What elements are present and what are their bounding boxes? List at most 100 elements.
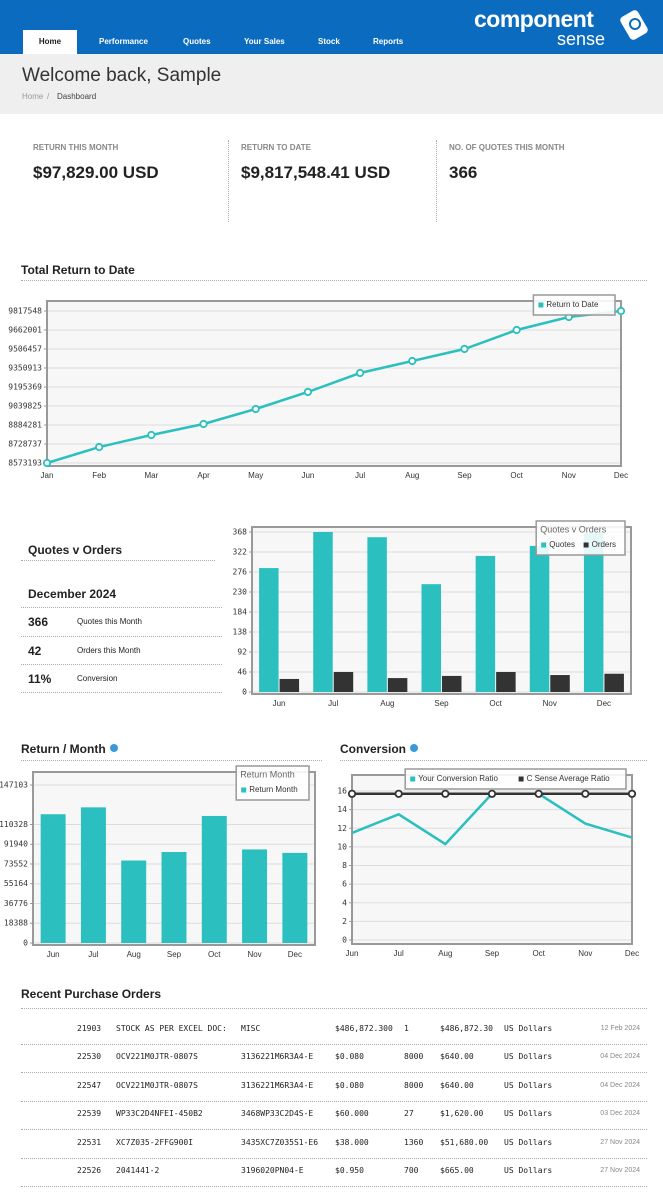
- x-tick-label: Sep: [457, 471, 472, 480]
- table-cell: 1360: [404, 1137, 424, 1147]
- x-tick-label: Aug: [380, 699, 394, 708]
- x-tick-label: Oct: [510, 471, 523, 480]
- plot-area: [252, 527, 631, 694]
- y-tick-label: 8728737: [8, 440, 42, 449]
- info-icon[interactable]: [410, 744, 419, 752]
- table-cell: US Dollars: [504, 1080, 553, 1090]
- point: [303, 387, 313, 397]
- table-cell: $640.00: [440, 1080, 474, 1090]
- bar: [475, 555, 496, 692]
- point: [512, 325, 521, 335]
- nav-item[interactable]: Your Sales: [244, 37, 285, 46]
- x-tick-label: May: [248, 471, 263, 480]
- nav-item[interactable]: Home: [23, 30, 77, 54]
- nav-item[interactable]: Reports: [373, 37, 404, 46]
- bar: [279, 678, 300, 692]
- table-cell: 22547: [77, 1080, 102, 1090]
- x-tick-label: Nov: [578, 949, 592, 958]
- table-cell: 12 Feb 2024: [600, 1025, 640, 1032]
- y-tick-label: 14: [337, 805, 347, 814]
- legend-box: [532, 294, 616, 316]
- y-tick-label: 9662001: [8, 326, 42, 335]
- y-tick-label: 110328: [0, 820, 28, 829]
- brand-name[interactable]: sense: [557, 29, 606, 49]
- bar: [529, 545, 550, 692]
- x-tick-label: Jan: [41, 471, 54, 480]
- table-cell: US Dollars: [504, 1166, 553, 1175]
- bar: [201, 815, 227, 943]
- breadcrumb-link[interactable]: Home: [22, 92, 44, 101]
- x-tick-label: Jun: [346, 949, 359, 958]
- legend-label: Orders: [592, 540, 616, 549]
- nav-item[interactable]: Quotes: [183, 37, 211, 46]
- divider: [21, 560, 215, 561]
- table-cell: WP33C2D4NFEI-450B2: [116, 1109, 203, 1119]
- y-tick-label: 276: [233, 568, 248, 577]
- point: [534, 789, 543, 798]
- bar: [421, 584, 441, 692]
- divider: [228, 140, 229, 222]
- x-tick-label: Jul: [394, 949, 404, 958]
- bar: [259, 568, 279, 692]
- legend-swatch: [518, 776, 524, 782]
- y-tick-label: 8573193: [8, 459, 42, 468]
- legend-label: Return to Date: [546, 300, 599, 309]
- divider: [436, 140, 437, 222]
- legend-swatch: [538, 302, 544, 308]
- point: [355, 368, 365, 378]
- x-tick-label: Jun: [47, 950, 60, 959]
- x-tick-label: Oct: [489, 699, 502, 708]
- y-tick-label: 9039825: [8, 402, 42, 411]
- point: [627, 789, 637, 798]
- point: [564, 312, 573, 322]
- y-tick-label: 55164: [4, 879, 28, 888]
- x-tick-label: Nov: [247, 950, 261, 959]
- plot-frame: [251, 526, 632, 695]
- point: [581, 789, 590, 798]
- brand-logo: [620, 10, 648, 40]
- nav-item[interactable]: Performance: [99, 37, 148, 46]
- row-divider: [21, 1072, 647, 1074]
- table-cell: US Dollars: [504, 1109, 553, 1119]
- nav-item[interactable]: Stock: [318, 37, 340, 46]
- table-cell: 3435XC7Z035S1-E6: [241, 1137, 319, 1147]
- table-cell: 3196020PN04-E: [241, 1166, 304, 1175]
- row-divider: [21, 1157, 647, 1159]
- panel-label: Quotes this Month: [77, 617, 142, 626]
- plot-frame: [46, 300, 622, 467]
- point: [487, 789, 497, 798]
- panel-label: Conversion: [77, 674, 118, 683]
- table-cell: $486,872.30: [440, 1024, 493, 1033]
- table-cell: STOCK AS PER EXCEL DOC:: [116, 1024, 227, 1033]
- y-tick-label: 91940: [4, 840, 28, 849]
- legend-label: Return Month: [249, 785, 297, 794]
- bar: [583, 532, 604, 692]
- info-icon[interactable]: [109, 744, 118, 752]
- table-cell: 3468WP33C2D4S-E: [241, 1109, 314, 1119]
- y-tick-label: 46: [237, 668, 247, 677]
- divider: [340, 760, 647, 761]
- y-tick-label: 6: [342, 880, 347, 889]
- divider: [21, 607, 222, 608]
- y-tick-label: 147103: [0, 781, 28, 790]
- table-cell: $60.000: [335, 1109, 369, 1119]
- legend-title: Quotes v Orders: [540, 524, 607, 534]
- table-cell: 27 Nov 2024: [600, 1138, 640, 1146]
- section-title-text: Conversion: [340, 742, 407, 756]
- point: [460, 344, 469, 354]
- y-tick-label: 0: [23, 939, 28, 948]
- table-cell: $1,620.00: [440, 1109, 484, 1119]
- row-divider: [21, 1100, 647, 1102]
- section-title: Recent Purchase Orders: [21, 987, 162, 1001]
- y-tick-label: 138: [233, 628, 248, 637]
- plot-frame: [351, 774, 633, 945]
- x-tick-label: Mar: [144, 471, 158, 480]
- plot-frame: [32, 771, 316, 946]
- table-cell: 22530: [77, 1052, 102, 1062]
- brand-name[interactable]: component: [474, 6, 594, 32]
- row-divider: [21, 1044, 647, 1045]
- bar: [604, 673, 624, 692]
- x-tick-label: Jul: [355, 471, 365, 480]
- y-tick-label: 12: [337, 824, 347, 833]
